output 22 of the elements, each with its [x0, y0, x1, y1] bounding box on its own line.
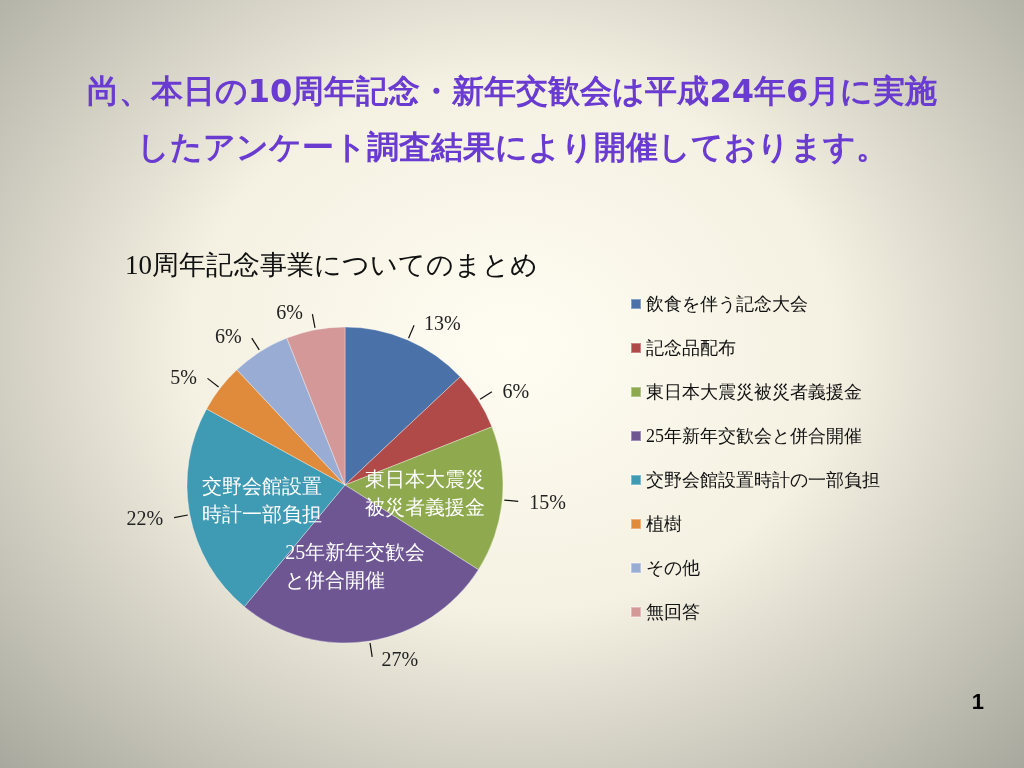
legend-label: 東日本大震災被災者義援金: [646, 382, 862, 402]
data-label: 6%: [276, 301, 304, 324]
text: 東日本大震災被災者義援金: [364, 467, 485, 518]
legend-label: その他: [646, 558, 700, 578]
legend-label: 交野会館設置時計の一部負担: [646, 470, 880, 490]
data-label: 13%: [423, 312, 461, 335]
data-label: 6%: [215, 325, 242, 348]
data-label: 5%: [170, 366, 197, 389]
legend-label: 25年新年交歓会と併合開催: [646, 426, 862, 446]
legend-label: 飲食を伴う記念大会: [646, 294, 808, 314]
legend-label: 記念品配布: [646, 338, 736, 358]
data-label: 22%: [126, 506, 164, 529]
data-label: 6%: [502, 379, 530, 402]
legend-label: 無回答: [646, 602, 700, 622]
text: 25年新年交歓会と併合開催: [285, 541, 426, 592]
chart-title: 尚、本日の10周年記念・新年交歓会は平成24年6月に実施したアンケート調査結果により開催しております。: [86, 72, 938, 166]
text: 1: [971, 688, 985, 714]
legend-label: 植樹: [646, 514, 682, 534]
text: 交野会館設置時計一部負担: [202, 475, 323, 526]
chart-subtitle: 10周年記念事業についてのまとめ: [125, 249, 538, 280]
data-label: 27%: [381, 647, 419, 670]
data-label: 15%: [529, 490, 566, 513]
